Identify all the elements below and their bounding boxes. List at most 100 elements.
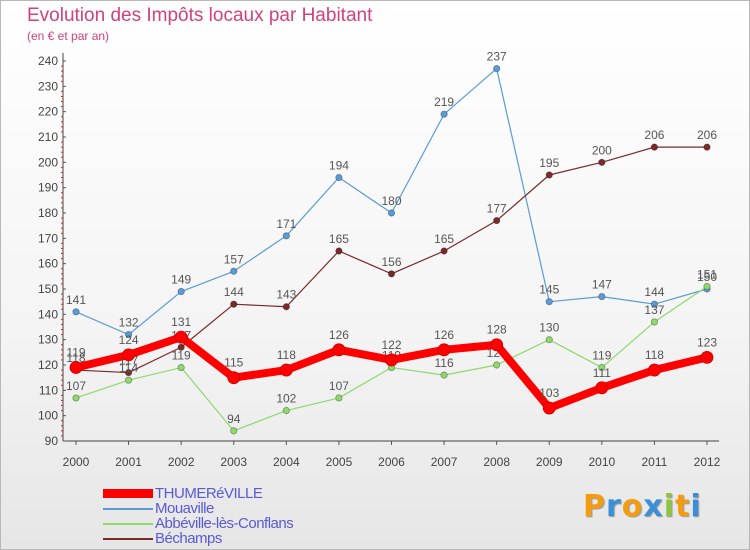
- y-tick-label: 130: [38, 333, 58, 347]
- x-tick-label: 2010: [588, 455, 615, 469]
- data-point: [598, 158, 606, 166]
- data-label: 126: [434, 328, 454, 342]
- data-label: 200: [592, 143, 612, 157]
- data-label: 128: [487, 323, 507, 337]
- data-point: [332, 343, 346, 357]
- legend-label: THUMERéVILLE: [155, 485, 263, 502]
- data-point: [598, 292, 606, 301]
- legend-swatch-abbeville: [103, 522, 153, 525]
- logo-letter: i: [690, 489, 702, 524]
- data-point: [385, 353, 398, 367]
- data-point: [440, 371, 448, 379]
- data-label: 115: [224, 356, 243, 370]
- data-label: 107: [66, 379, 86, 393]
- legend-swatch-mouaville: [103, 507, 153, 510]
- x-tick-label: 2004: [273, 455, 300, 469]
- x-tick-label: 2003: [220, 455, 247, 469]
- data-point: [650, 143, 659, 151]
- x-tick-label: 2001: [115, 455, 142, 469]
- data-label: 118: [645, 348, 664, 362]
- legend-swatch-bechamps: [103, 537, 153, 540]
- data-point: [335, 394, 343, 402]
- data-point: [122, 348, 135, 362]
- y-tick-label: 110: [39, 383, 58, 397]
- y-tick-label: 240: [38, 54, 58, 68]
- logo-letter: r: [606, 489, 622, 524]
- legend-label: Abbéville-lès-Conflans: [155, 515, 294, 532]
- data-label: 145: [539, 283, 559, 297]
- data-point: [279, 363, 293, 377]
- x-tick-label: 2000: [63, 455, 90, 469]
- data-point: [542, 401, 556, 415]
- data-label: 195: [539, 156, 559, 170]
- data-label: 119: [66, 346, 85, 360]
- data-point: [335, 247, 343, 255]
- data-point: [230, 267, 238, 275]
- data-label: 194: [329, 159, 349, 173]
- data-point: [440, 247, 448, 255]
- x-tick-label: 2007: [431, 455, 458, 469]
- data-label: 141: [66, 293, 86, 307]
- x-tick-label: 2012: [694, 455, 721, 469]
- data-label: 144: [644, 285, 664, 299]
- data-label: 143: [276, 288, 296, 302]
- data-label: 119: [592, 349, 611, 363]
- data-label: 147: [592, 278, 612, 292]
- data-point: [545, 298, 553, 306]
- logo-letter: i: [663, 489, 676, 524]
- data-label: 94: [227, 412, 241, 426]
- data-point: [72, 308, 80, 316]
- data-label: 118: [66, 351, 85, 365]
- data-label: 130: [539, 321, 559, 335]
- x-tick-label: 2009: [536, 455, 563, 469]
- logo-letter: P: [583, 489, 606, 524]
- legend-item-bechamps: Béchamps: [103, 530, 293, 547]
- data-point: [387, 209, 396, 217]
- data-label: 118: [277, 348, 296, 362]
- chart-title: Evolution des Impôts locaux par Habitant: [27, 5, 373, 26]
- data-label: 206: [644, 128, 664, 142]
- data-label: 150: [697, 270, 717, 284]
- data-point: [703, 282, 711, 291]
- data-point: [545, 336, 553, 344]
- data-label: 124: [119, 333, 139, 347]
- data-point: [648, 363, 661, 377]
- data-point: [177, 343, 185, 351]
- data-point: [69, 361, 83, 374]
- data-label: 123: [697, 335, 717, 349]
- x-tick-label: 2006: [378, 455, 405, 469]
- data-label: 171: [276, 217, 296, 231]
- y-tick-label: 160: [38, 257, 58, 271]
- x-tick-label: 2008: [483, 455, 510, 469]
- legend-item-thumereville: THUMERéVILLE: [103, 485, 293, 502]
- data-label: 131: [171, 315, 191, 329]
- y-tick-label: 230: [38, 79, 58, 93]
- data-point: [387, 270, 396, 278]
- data-point: [282, 232, 290, 240]
- data-label: 157: [224, 252, 244, 266]
- data-label: 151: [697, 267, 717, 281]
- legend: THUMERéVILLE Mouaville Abbéville-lès-Con…: [103, 485, 294, 547]
- data-point: [703, 143, 711, 151]
- data-label: 206: [697, 128, 717, 142]
- data-label: 149: [171, 273, 191, 287]
- legend-label: Mouaville: [155, 500, 214, 517]
- logo-letter: o: [621, 489, 644, 524]
- data-label: 103: [539, 386, 559, 400]
- data-label: 144: [224, 285, 244, 299]
- x-tick-label: 2005: [326, 455, 353, 469]
- proxiti-logo: Proxiti: [583, 489, 702, 524]
- data-label: 114: [119, 361, 138, 375]
- y-tick-label: 90: [45, 434, 59, 448]
- legend-label: Béchamps: [155, 530, 222, 547]
- data-point: [124, 376, 133, 384]
- data-point: [230, 300, 238, 308]
- y-tick-label: 220: [38, 105, 58, 119]
- data-point: [282, 406, 290, 415]
- data-point: [493, 65, 501, 73]
- data-label: 119: [172, 349, 191, 363]
- data-label: 111: [593, 366, 612, 380]
- data-label: 165: [434, 232, 454, 246]
